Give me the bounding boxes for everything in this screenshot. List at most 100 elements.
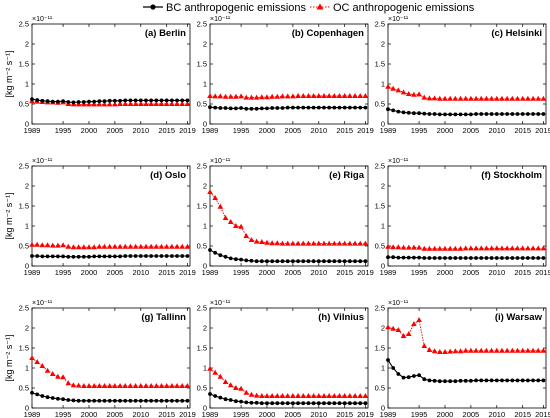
oc-point (509, 347, 516, 353)
bc-point (244, 106, 249, 111)
bc-point (448, 112, 453, 117)
oc-point (499, 245, 505, 251)
oc-point (269, 93, 275, 99)
oc-point (519, 245, 526, 251)
bc-point (249, 400, 254, 405)
bc-point (337, 259, 342, 264)
oc-point (137, 243, 144, 249)
x-tick-label: 1989 (380, 268, 397, 277)
x-tick-label: 2005 (285, 268, 302, 277)
oc-point (227, 219, 234, 224)
x-tick-label: 2005 (107, 410, 124, 418)
panel-6: ×10⁻¹¹ 0 0.5 1 1.5 2 2.5 1989 1995 2000 2005 2010 20… (375, 158, 550, 277)
bc-point (515, 256, 520, 260)
oc-point (295, 393, 301, 398)
oc-point (169, 383, 175, 388)
bc-point (453, 112, 458, 117)
oc-point (243, 94, 250, 100)
y-tick-label: 0 (381, 120, 385, 129)
bc-point (316, 401, 321, 406)
oc-point (233, 223, 239, 228)
bc-point (347, 259, 352, 264)
bc-point (327, 401, 332, 406)
oc-point (238, 223, 244, 229)
oc-point (264, 94, 270, 100)
y-tick-label: 1 (203, 222, 207, 231)
x-tick-label: 2019 (357, 268, 374, 277)
bc-point (311, 259, 316, 264)
bc-point (515, 378, 520, 383)
oc-point (86, 101, 92, 107)
oc-point (207, 189, 213, 194)
bc-point (386, 358, 390, 362)
bc-point (102, 254, 107, 259)
x-tick-label: 2000 (259, 410, 276, 418)
exponent-label: ×10⁻¹¹ (32, 158, 53, 165)
bc-point (494, 256, 499, 260)
legend-bc-label: BC anthropogenic emissions (166, 2, 307, 14)
oc-point (390, 244, 396, 250)
bc-point (128, 398, 133, 403)
x-tick-label: 2019 (179, 126, 196, 135)
oc-point (326, 240, 332, 246)
oc-point (493, 347, 500, 353)
bc-point (270, 106, 275, 110)
oc-point (264, 393, 270, 398)
bc-point (301, 401, 306, 406)
oc-point (411, 91, 417, 97)
panel-title: (h) Vilnius (318, 312, 364, 323)
bc-point (35, 98, 40, 102)
oc-point (127, 383, 134, 388)
bc-point (396, 109, 401, 114)
y-tick-label: 0 (203, 120, 207, 129)
oc-point (362, 393, 369, 398)
y-tick-label: 1 (203, 80, 207, 89)
bc-point (474, 378, 478, 383)
bc-point (208, 248, 212, 252)
bc-point (234, 257, 238, 262)
bc-point (290, 401, 295, 406)
bc-point (515, 112, 520, 116)
oc-point (284, 93, 291, 99)
oc-point (385, 243, 391, 249)
bc-point (97, 254, 102, 259)
oc-point (483, 245, 490, 251)
bc-point (458, 378, 463, 383)
oc-point (514, 245, 521, 251)
oc-point (431, 348, 438, 354)
y-tick-label: 2.5 (19, 20, 29, 29)
bc-point (133, 98, 138, 103)
bc-point (437, 112, 442, 117)
y-tick-label: 0 (203, 262, 207, 271)
oc-point (421, 343, 428, 348)
oc-point (535, 245, 542, 251)
y-tick-label: 0.5 (19, 100, 29, 109)
bc-point (500, 378, 504, 383)
oc-point (468, 245, 474, 251)
bc-point (386, 107, 390, 112)
exponent-label: ×10⁻¹¹ (388, 300, 409, 307)
bc-point (118, 98, 122, 103)
oc-point (530, 347, 536, 353)
oc-point (352, 93, 358, 98)
bc-point (453, 256, 458, 260)
oc-point (106, 243, 113, 249)
oc-point (91, 383, 97, 388)
oc-point (395, 327, 402, 332)
oc-point (233, 385, 239, 390)
x-tick-label: 1989 (380, 126, 397, 135)
y-tick-label: 1.5 (197, 60, 207, 69)
oc-point (222, 379, 229, 384)
y-tick-label: 2 (25, 182, 29, 191)
panel-title: (e) Riga (329, 170, 365, 181)
oc-point (390, 85, 396, 91)
bc-point (123, 398, 128, 403)
x-tick-label: 2015 (336, 126, 353, 135)
oc-point (101, 383, 108, 388)
bc-point (347, 105, 352, 110)
oc-point (212, 369, 218, 375)
oc-point (101, 243, 108, 249)
bc-point (45, 254, 50, 259)
oc-point (49, 242, 56, 248)
bc-point (401, 255, 406, 260)
